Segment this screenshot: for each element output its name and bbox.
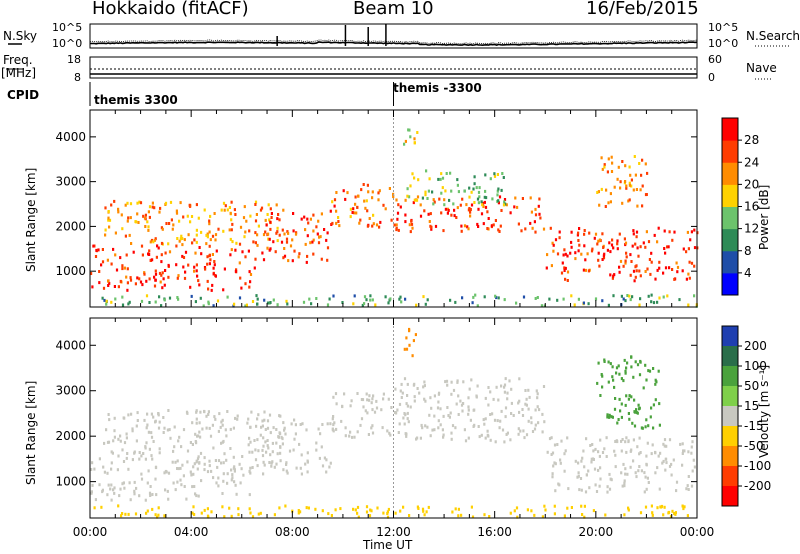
colorbar-tick-label: 100 <box>744 359 767 373</box>
colorbar-tick-label: 50 <box>744 379 759 393</box>
y-tick-label: 1000 <box>55 475 86 489</box>
colorbar-tick-label: 4 <box>744 266 752 280</box>
x-tick-label: 00:00 <box>73 525 108 539</box>
colorbar-tick-label: 200 <box>744 339 767 353</box>
colorbar-swatch <box>722 366 738 387</box>
colorbar-swatch <box>722 466 738 487</box>
cpid-label: CPID <box>7 88 40 102</box>
x-tick-label: 16:00 <box>477 525 512 539</box>
colorbar-swatch <box>722 140 738 163</box>
x-tick-label: 12:00 <box>376 525 411 539</box>
y-tick-label: 4000 <box>55 130 86 144</box>
y-tick-label: 3000 <box>55 384 86 398</box>
colorbar-swatch <box>722 250 738 274</box>
x-tick-label: 20:00 <box>579 525 614 539</box>
nsearch-label: N.Search <box>746 29 800 43</box>
colorbar-swatch <box>722 486 738 507</box>
colorbar-swatch <box>722 184 738 207</box>
nsky-strip-frame <box>89 23 698 49</box>
y-tick-label: 2000 <box>55 219 86 233</box>
colorbar-tick-label: 8 <box>744 244 752 258</box>
colorbar-swatch <box>722 326 738 347</box>
freq-top-tick: 18 <box>67 53 81 66</box>
colorbar-tick-label: 12 <box>744 222 759 236</box>
colorbar-swatch <box>722 272 738 296</box>
colorbar-tick-label: 16 <box>744 200 759 214</box>
freq-strip-frame <box>89 56 698 79</box>
nave-top-tick: 60 <box>708 53 722 66</box>
nsky-top-tick: 10^5 <box>52 21 83 34</box>
colorbar-swatch <box>722 406 738 427</box>
nsky-line <box>90 41 698 47</box>
colorbar-tick-label: -100 <box>744 459 771 473</box>
nsearch-bottom-tick: 10^0 <box>708 37 739 50</box>
velocity-scatter <box>90 327 696 519</box>
y-tick-label: 3000 <box>55 175 86 189</box>
beam-title: Beam 10 <box>353 0 434 19</box>
colorbar-frame <box>721 325 739 507</box>
x-axis-label: Time UT <box>363 538 413 552</box>
nsky-bottom-tick: 10^0 <box>52 37 83 50</box>
colorbar-tick-label: -200 <box>744 479 771 493</box>
freq-label: Freq. <box>3 53 33 67</box>
colorbar-swatch <box>722 118 738 141</box>
colorbar-swatch <box>722 446 738 467</box>
power-scatter <box>90 128 699 308</box>
colorbar-tick-label: -15 <box>744 419 764 433</box>
x-tick-label: 04:00 <box>174 525 209 539</box>
colorbar-swatch <box>722 386 738 407</box>
colorbar-tick-label: 24 <box>744 155 759 169</box>
cpid-label-2: themis -3300 <box>393 81 482 95</box>
nsky-label: N.Sky <box>3 29 38 43</box>
y-tick-label: 2000 <box>55 429 86 443</box>
y-tick-label: 4000 <box>55 338 86 352</box>
cpid-label-1: themis 3300 <box>94 93 178 107</box>
nave-label: Nave <box>746 61 777 75</box>
colorbar-swatch <box>722 206 738 230</box>
colorbar-swatch <box>722 346 738 367</box>
y-tick-label: 1000 <box>55 264 86 278</box>
colorbar-tick-label: -50 <box>744 439 764 453</box>
nsearch-top-tick: 10^5 <box>708 21 739 34</box>
freq-bottom-tick: 8 <box>74 71 81 84</box>
x-tick-label: 00:00 <box>680 525 715 539</box>
colorbar-swatch <box>722 426 738 447</box>
colorbar-swatch <box>722 228 738 252</box>
nave-bottom-tick: 0 <box>708 71 715 84</box>
date-title: 16/Feb/2015 <box>586 0 699 19</box>
station-title: Hokkaido (fitACF) <box>92 0 249 19</box>
colorbar-swatch <box>722 162 738 185</box>
x-tick-label: 08:00 <box>275 525 310 539</box>
colorbar-tick-label: 15 <box>744 399 759 413</box>
colorbar-tick-label: 20 <box>744 177 759 191</box>
colorbar-tick-label: 28 <box>744 133 759 147</box>
